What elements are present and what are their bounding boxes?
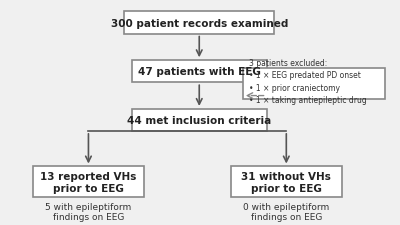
Text: 47 patients with EEG: 47 patients with EEG: [138, 67, 261, 77]
FancyBboxPatch shape: [132, 109, 266, 131]
Text: 0 with epileptiform
findings on EEG: 0 with epileptiform findings on EEG: [243, 202, 330, 221]
FancyBboxPatch shape: [231, 167, 342, 198]
FancyBboxPatch shape: [132, 61, 266, 83]
FancyBboxPatch shape: [243, 69, 385, 99]
FancyBboxPatch shape: [33, 167, 144, 198]
Text: 13 reported VHs
prior to EEG: 13 reported VHs prior to EEG: [40, 171, 137, 193]
FancyBboxPatch shape: [124, 12, 274, 34]
Text: 44 met inclusion criteria: 44 met inclusion criteria: [127, 115, 271, 125]
Text: 5 with epileptiform
findings on EEG: 5 with epileptiform findings on EEG: [45, 202, 132, 221]
Text: 3 patients excluded:
• 1 × EEG predated PD onset
• 1 × prior craniectomy
• 1 × t: 3 patients excluded: • 1 × EEG predated …: [249, 59, 366, 105]
Text: 31 without VHs
prior to EEG: 31 without VHs prior to EEG: [241, 171, 331, 193]
Text: 300 patient records examined: 300 patient records examined: [110, 18, 288, 28]
